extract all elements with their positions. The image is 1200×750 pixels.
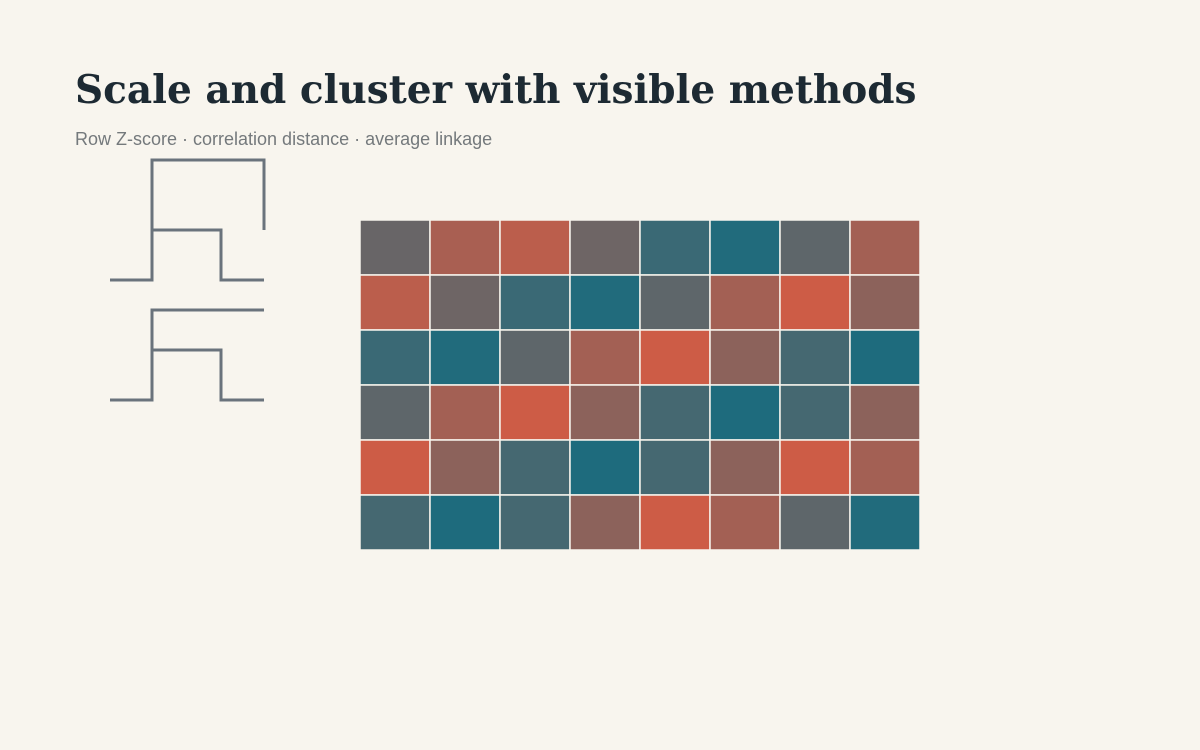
heatmap-cell bbox=[429, 494, 501, 551]
heatmap-cell bbox=[569, 494, 641, 551]
heatmap-cell bbox=[779, 439, 851, 496]
heatmap-cell bbox=[639, 274, 711, 331]
heatmap-cell bbox=[429, 439, 501, 496]
heatmap-grid bbox=[359, 219, 921, 551]
heatmap-cell bbox=[569, 439, 641, 496]
chart-title: Scale and cluster with visible methods bbox=[75, 67, 917, 113]
heatmap-cell bbox=[569, 219, 641, 276]
heatmap-cell bbox=[849, 494, 921, 551]
heatmap-cell bbox=[779, 219, 851, 276]
dendrogram-branch bbox=[110, 158, 266, 282]
heatmap-cell bbox=[569, 329, 641, 386]
heatmap-cell bbox=[779, 384, 851, 441]
heatmap-cell bbox=[429, 274, 501, 331]
dendrogram-branch bbox=[152, 228, 264, 282]
dendrogram-branch bbox=[152, 348, 264, 402]
heatmap-cell bbox=[499, 384, 571, 441]
heatmap-cell bbox=[639, 384, 711, 441]
chart-subtitle: Row Z-score · correlation distance · ave… bbox=[75, 129, 493, 149]
heatmap-cell bbox=[779, 329, 851, 386]
heatmap-cell bbox=[639, 219, 711, 276]
heatmap-cell bbox=[639, 329, 711, 386]
heatmap-cell bbox=[639, 439, 711, 496]
heatmap-cell bbox=[359, 494, 431, 551]
heatmap-cell bbox=[779, 494, 851, 551]
heatmap-cell bbox=[359, 219, 431, 276]
heatmap-cell bbox=[569, 274, 641, 331]
heatmap-cell bbox=[569, 384, 641, 441]
heatmap-cell bbox=[499, 329, 571, 386]
dendrogram-branch bbox=[110, 308, 264, 402]
heatmap-cell bbox=[709, 494, 781, 551]
heatmap-cell bbox=[849, 384, 921, 441]
heatmap-cell bbox=[499, 219, 571, 276]
heatmap-cell bbox=[429, 219, 501, 276]
heatmap-cell bbox=[429, 329, 501, 386]
heatmap-cell bbox=[429, 384, 501, 441]
heatmap-cell bbox=[709, 219, 781, 276]
heatmap-cell bbox=[499, 494, 571, 551]
heatmap-cell bbox=[849, 329, 921, 386]
heatmap-cell bbox=[779, 274, 851, 331]
heatmap-cell bbox=[709, 274, 781, 331]
heatmap-cell bbox=[849, 219, 921, 276]
heatmap-cell bbox=[499, 274, 571, 331]
heatmap-cell bbox=[849, 439, 921, 496]
row-dendrogram bbox=[110, 158, 266, 402]
heatmap-cell bbox=[359, 274, 431, 331]
heatmap-cell bbox=[709, 439, 781, 496]
heatmap-cell bbox=[359, 384, 431, 441]
heatmap-cell bbox=[639, 494, 711, 551]
heatmap-cell bbox=[359, 329, 431, 386]
heatmap-cell bbox=[709, 329, 781, 386]
heatmap-cell bbox=[499, 439, 571, 496]
heatmap-cell bbox=[359, 439, 431, 496]
heatmap-cell bbox=[849, 274, 921, 331]
heatmap-cell bbox=[709, 384, 781, 441]
